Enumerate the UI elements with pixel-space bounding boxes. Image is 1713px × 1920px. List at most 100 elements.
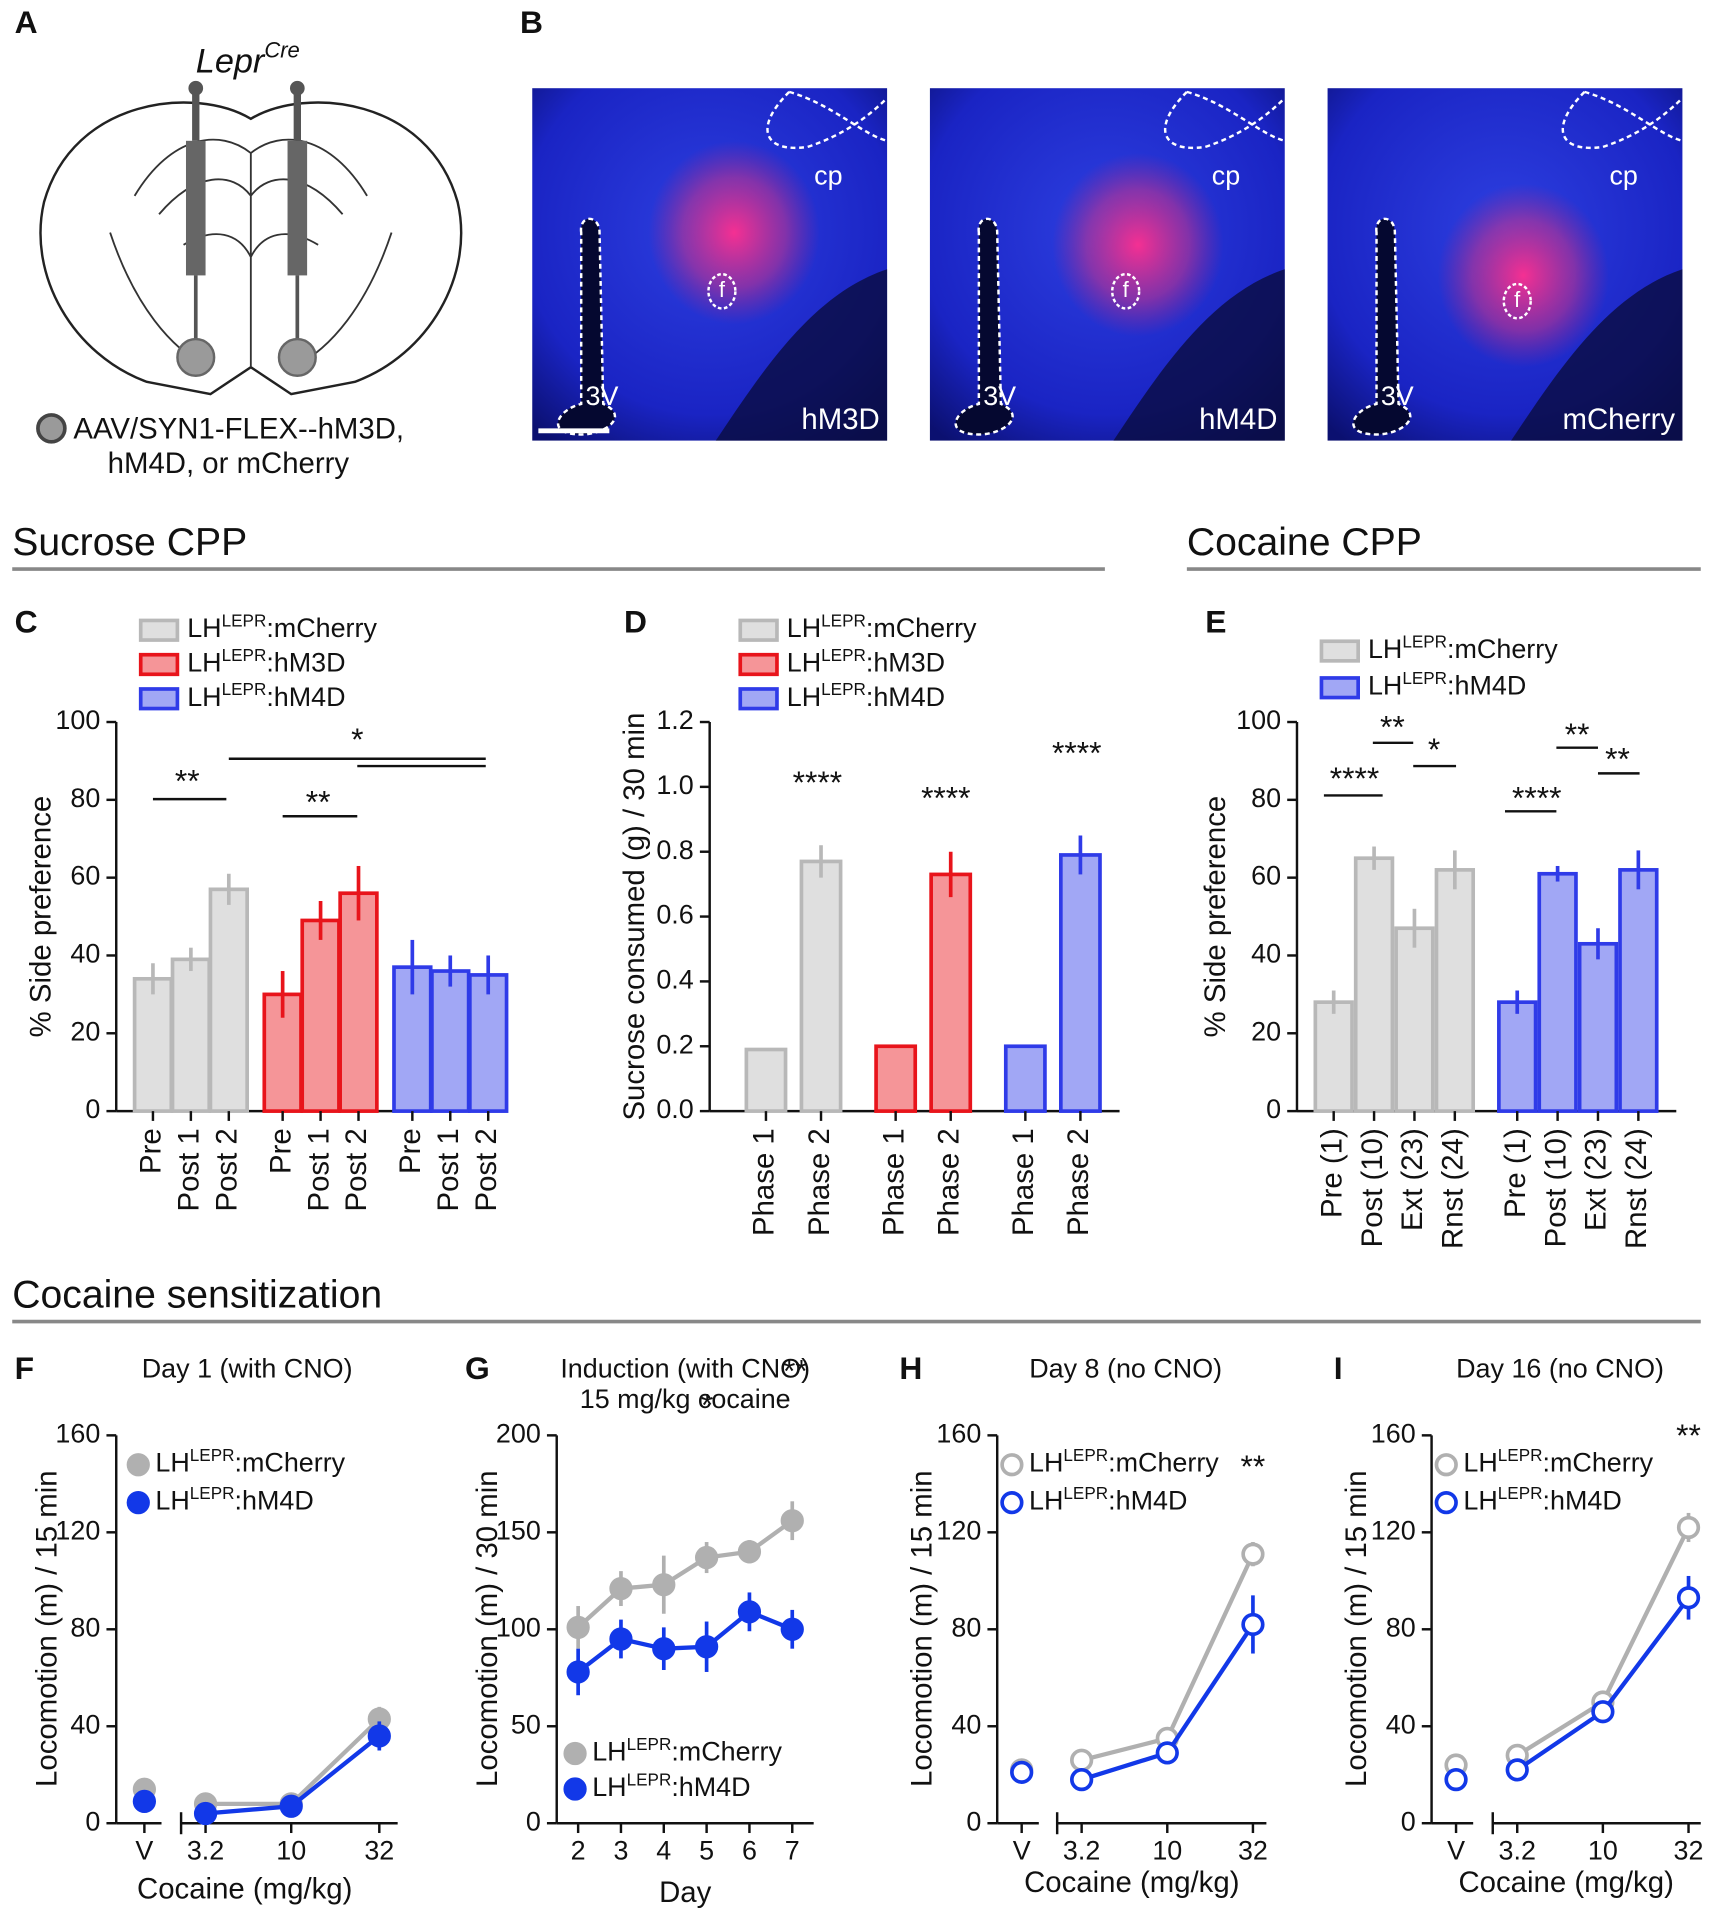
x-tick-label: 10 bbox=[276, 1836, 306, 1866]
x-axis-label: Cocaine (mg/kg) bbox=[1458, 1866, 1673, 1899]
legend-label: LHLEPR:mCherry bbox=[592, 1734, 782, 1766]
y-tick-label: 160 bbox=[936, 1418, 981, 1448]
section-title: Cocaine sensitization bbox=[12, 1273, 382, 1316]
x-tick-label: Post 2 bbox=[470, 1128, 503, 1211]
syringe-knob bbox=[188, 80, 204, 96]
significance: **** bbox=[921, 780, 970, 816]
region-label: cp bbox=[1212, 161, 1240, 191]
x-tick-label: Pre bbox=[264, 1128, 297, 1174]
legend-label: LHLEPR:hM3D bbox=[787, 645, 945, 677]
legend-swatch bbox=[738, 687, 779, 711]
ventricle-outline bbox=[557, 217, 617, 436]
x-tick-label: Post 1 bbox=[173, 1128, 206, 1211]
region-label: 3V bbox=[983, 381, 1016, 411]
marker bbox=[1676, 1515, 1701, 1540]
x-tick-label: Ext (23) bbox=[1580, 1128, 1613, 1231]
legend-label: LHLEPR:hM4D bbox=[155, 1484, 313, 1516]
marker bbox=[1241, 1612, 1265, 1637]
cp-outline bbox=[1163, 90, 1286, 150]
y-tick-label: 40 bbox=[1251, 939, 1281, 969]
fornix-outline bbox=[1111, 272, 1141, 310]
significance: ** bbox=[1241, 1448, 1266, 1484]
y-tick-label: 80 bbox=[1251, 783, 1281, 813]
region-label: cp bbox=[814, 161, 842, 191]
panel-letter: E bbox=[1205, 604, 1226, 640]
fluorescence bbox=[1052, 153, 1224, 337]
legend-marker bbox=[1434, 1453, 1458, 1477]
fluorescence bbox=[1437, 183, 1609, 368]
legend-swatch bbox=[138, 687, 180, 711]
legend-label: LHLEPR:hM3D bbox=[187, 645, 345, 677]
bar bbox=[468, 973, 509, 1113]
legend-label: LHLEPR:mCherry bbox=[187, 611, 377, 643]
x-tick-label: Pre bbox=[135, 1128, 168, 1174]
y-tick-label: 50 bbox=[511, 1709, 541, 1739]
region-label: 3V bbox=[586, 381, 619, 411]
chart-title: Induction (with CNO) bbox=[560, 1354, 810, 1384]
panel-a-title: LeprCre bbox=[196, 37, 300, 80]
marker bbox=[1070, 1767, 1094, 1792]
panel-letter: B bbox=[520, 4, 543, 40]
bar bbox=[1003, 1044, 1047, 1113]
marker bbox=[193, 1801, 218, 1826]
significance: **** bbox=[1512, 780, 1561, 816]
legend-marker bbox=[563, 1777, 587, 1801]
y-tick-label: 80 bbox=[70, 1612, 100, 1642]
x-axis-label: Day bbox=[659, 1876, 712, 1909]
y-tick-label: 120 bbox=[1371, 1515, 1416, 1545]
legend-label: LHLEPR:hM4D bbox=[1029, 1484, 1187, 1516]
legend-label: LHLEPR:mCherry bbox=[1463, 1446, 1653, 1478]
marker bbox=[367, 1724, 391, 1748]
x-tick-label: Phase 2 bbox=[1062, 1128, 1095, 1236]
bar bbox=[799, 859, 843, 1113]
legend-injection bbox=[36, 413, 67, 444]
section-title: Cocaine CPP bbox=[1187, 521, 1422, 564]
syringe-barrel bbox=[185, 140, 206, 276]
series-line bbox=[205, 1717, 381, 1806]
y-tick-label: 0 bbox=[1401, 1806, 1416, 1836]
x-tick-label: Phase 1 bbox=[748, 1128, 781, 1236]
y-tick-label: 40 bbox=[70, 1709, 100, 1739]
y-tick-label: 150 bbox=[496, 1515, 541, 1545]
panel-letter: F bbox=[15, 1350, 34, 1386]
marker bbox=[780, 1617, 804, 1641]
panel-letter: D bbox=[624, 604, 647, 640]
marker bbox=[737, 1540, 762, 1564]
bar bbox=[1577, 941, 1619, 1113]
legend-label: LHLEPR:mCherry bbox=[1029, 1446, 1219, 1478]
region-label: cp bbox=[1609, 161, 1637, 191]
panel-a-legend: AAV/SYN1-FLEX--hM3D, bbox=[73, 413, 404, 446]
marker bbox=[694, 1545, 719, 1570]
x-tick-label: V bbox=[135, 1836, 153, 1866]
y-tick-label: 1.0 bbox=[656, 770, 693, 800]
panel-a-title-sup: Cre bbox=[264, 37, 299, 62]
bar bbox=[929, 872, 973, 1113]
y-tick-label: 0.2 bbox=[656, 1029, 693, 1059]
legend-marker bbox=[563, 1741, 587, 1766]
marker bbox=[566, 1660, 590, 1684]
y-axis-label: Locomotion (m) / 15 min bbox=[1340, 1470, 1373, 1787]
legend-label: LHLEPR:hM4D bbox=[1463, 1484, 1621, 1516]
x-tick-label: 3.2 bbox=[1499, 1836, 1536, 1866]
x-tick-label: 3.2 bbox=[187, 1836, 224, 1866]
y-axis-label: Locomotion (m) / 15 min bbox=[31, 1470, 64, 1787]
x-tick-label: 32 bbox=[1238, 1836, 1268, 1866]
panel-letter: I bbox=[1334, 1350, 1343, 1386]
injection-site bbox=[176, 337, 216, 377]
section-title: Sucrose CPP bbox=[12, 521, 247, 564]
region-label: f bbox=[719, 277, 726, 302]
y-tick-label: 80 bbox=[70, 783, 100, 813]
x-tick-label: Pre (1) bbox=[1315, 1128, 1348, 1218]
y-axis-label: Locomotion (m) / 30 min bbox=[471, 1470, 504, 1787]
legend-marker bbox=[126, 1491, 150, 1515]
x-tick-label: Pre (1) bbox=[1499, 1128, 1532, 1218]
marker bbox=[652, 1637, 676, 1661]
significance: ** bbox=[1565, 716, 1590, 752]
y-tick-label: 60 bbox=[70, 861, 100, 891]
legend-swatch bbox=[738, 618, 779, 642]
bar bbox=[744, 1047, 788, 1113]
y-tick-label: 40 bbox=[70, 939, 100, 969]
y-tick-label: 40 bbox=[1386, 1709, 1416, 1739]
image-label: hM3D bbox=[801, 403, 879, 436]
